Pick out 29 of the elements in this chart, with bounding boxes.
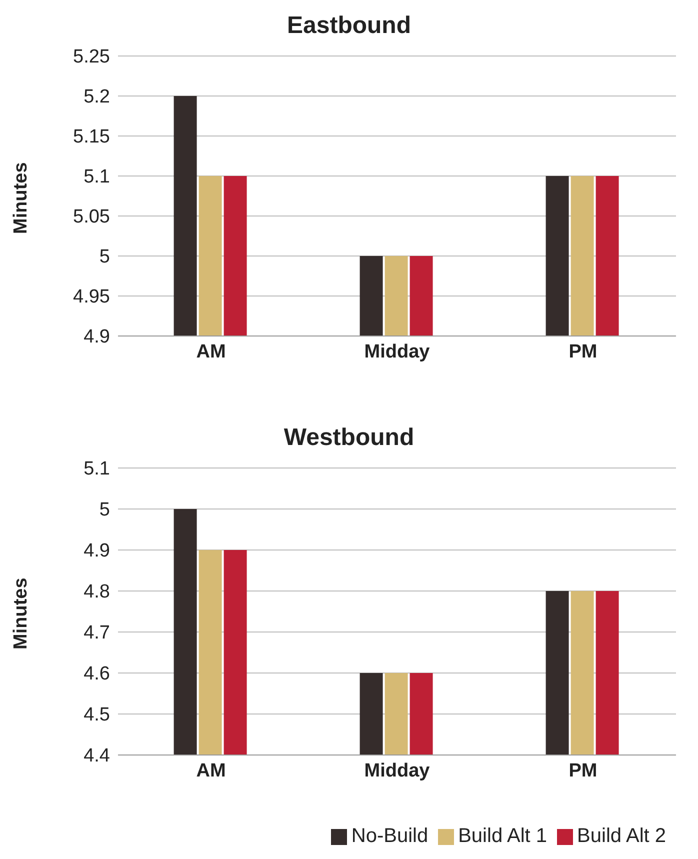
x-tick-label: PM [568,341,598,362]
y-axis-title: Minutes [10,162,32,234]
x-tick-label: PM [568,760,598,782]
legend-label: Build Alt 2 [577,825,666,847]
y-tick-label: 5.1 [84,458,110,480]
y-tick-label: 4.7 [84,622,110,644]
x-tick-label: AM [196,760,226,782]
x-tick-label: AM [196,341,226,362]
y-tick-label: 4.95 [73,286,110,308]
y-tick-label: 5 [99,246,110,268]
y-tick-label: 5.1 [84,166,110,188]
y-tick-label: 5.25 [73,46,110,68]
y-tick-label: 5.2 [84,86,110,108]
chart-title: Westbound [282,423,416,452]
y-tick-label: 5.15 [73,126,110,148]
legend-label: Build Alt 1 [458,825,548,847]
y-tick-label: 4.5 [84,704,110,726]
y-tick-label: 5 [99,500,110,521]
y-tick-label: 4.8 [84,582,110,603]
y-tick-label: 4.9 [84,540,110,562]
x-tick-label: Midday [364,760,430,782]
y-tick-label: 4.4 [84,746,110,767]
y-tick-label: 4.9 [84,326,110,348]
legend-label: No-Build [351,825,428,847]
y-tick-label: 5.05 [73,206,110,228]
y-tick-label: 4.6 [84,664,110,685]
y-axis-title: Minutes [10,578,32,650]
x-tick-label: Midday [364,341,430,362]
chart-title: Eastbound [286,11,412,40]
